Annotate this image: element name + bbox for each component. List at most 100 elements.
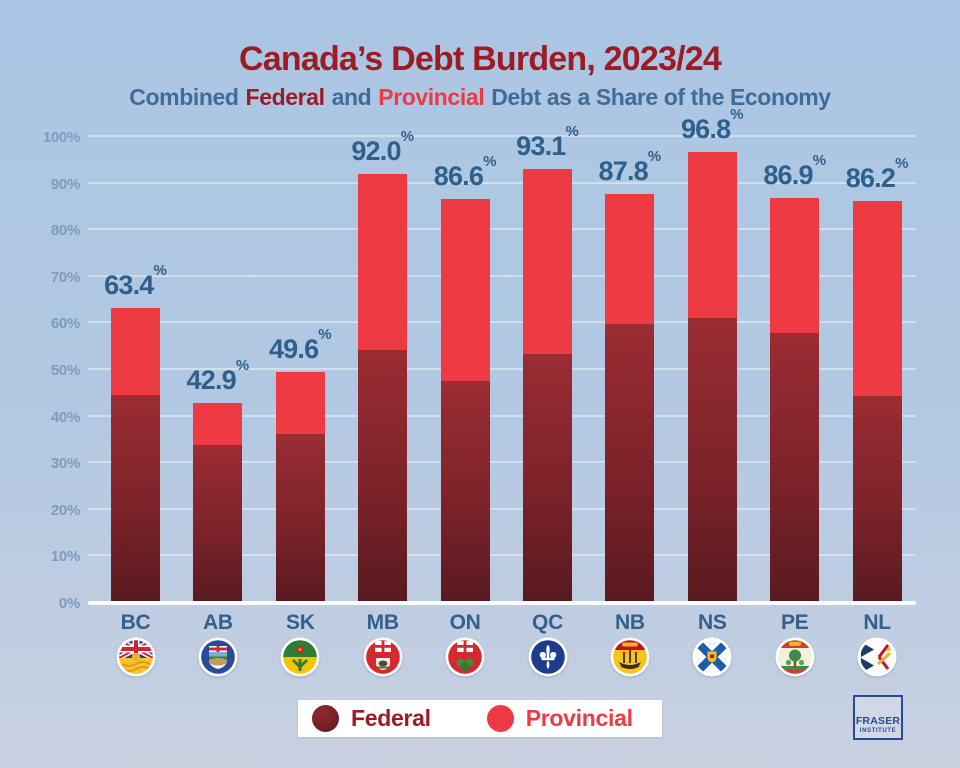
x-label-NL: NL	[863, 611, 891, 634]
chart-subtitle: Combined Federal and Provincial Debt as …	[0, 84, 960, 111]
bar-NL-provincial-segment	[852, 201, 902, 397]
bar-column-NL: 86.2% NL	[846, 137, 908, 677]
subtitle-combined: Combined	[129, 84, 239, 110]
x-label-PE: PE	[780, 611, 809, 634]
bar-column-PE: 86.9% PE	[763, 137, 826, 677]
y-tick-20%: 20%	[50, 501, 80, 519]
gridline-100%	[88, 135, 916, 137]
bar-MB-federal-segment	[358, 349, 408, 603]
x-label-QC: QC	[532, 611, 563, 634]
x-label-BC: BC	[120, 611, 151, 634]
bar-MB-provincial-segment	[358, 174, 408, 350]
y-tick-80%: 80%	[50, 222, 80, 240]
flag-sk-icon	[280, 637, 320, 677]
y-tick-90%: 90%	[50, 175, 80, 193]
bar-QC-federal-segment	[523, 353, 572, 603]
bar-column-QC: 93.1% QC	[516, 123, 579, 677]
flag-pe-icon	[775, 637, 815, 677]
value-label-BC: 63.4%	[104, 261, 167, 300]
flag-mb-icon	[363, 637, 403, 677]
bar-NS	[687, 151, 737, 603]
subtitle-federal: Federal	[245, 84, 325, 110]
legend: Federal Provincial	[298, 700, 662, 737]
y-tick-100%: 100%	[42, 129, 80, 146]
y-tick-0%: 0%	[58, 595, 80, 612]
flag-ab-icon	[198, 637, 238, 677]
value-label-NB: 87.8%	[598, 147, 662, 186]
value-label-AB: 42.9%	[186, 357, 250, 396]
gridline-90%	[88, 181, 916, 184]
subtitle-and: and	[331, 84, 372, 110]
bar-column-MB: 92.0% MB	[351, 128, 414, 677]
legend-provincial-label: Provincial	[525, 705, 633, 731]
bar-BC-federal-segment	[111, 394, 160, 603]
bar-NB	[605, 193, 655, 603]
bar-column-NS: 96.8% NS	[681, 106, 744, 677]
x-label-NB: NB	[615, 611, 645, 634]
bar-ON	[440, 199, 490, 603]
flag-bc-icon	[116, 637, 156, 677]
bar-PE-provincial-segment	[770, 198, 820, 333]
bar-column-AB: 42.9% AB	[187, 137, 249, 677]
value-label-ON: 86.6%	[433, 153, 497, 192]
gridline-40%	[88, 414, 916, 417]
flag-on-icon	[445, 637, 485, 677]
bar-AB	[193, 403, 243, 603]
bar-NL-federal-segment	[852, 396, 902, 603]
bar-ON-federal-segment	[440, 381, 490, 603]
value-label-PE: 86.9%	[763, 152, 827, 191]
bar-NB-provincial-segment	[605, 193, 655, 325]
y-tick-60%: 60%	[50, 315, 80, 333]
gridline-80%	[88, 228, 916, 231]
legend-federal-label: Federal	[351, 705, 431, 731]
bar-BC	[111, 307, 160, 603]
bar-SK-federal-segment	[275, 433, 325, 603]
gridline-30%	[88, 461, 916, 464]
x-label-MB: MB	[366, 611, 399, 634]
chart-plot: 0% 10% 20% 30% 40% 50% 60% 70% 80% 90% 100% 63.4% BC…	[43, 106, 916, 677]
bar-column-BC: 63.4% BC	[104, 137, 167, 677]
bar-PE	[770, 198, 820, 603]
value-label-SK: 49.6%	[268, 325, 332, 364]
flag-nl-icon	[857, 637, 897, 677]
gridline-10%	[88, 554, 916, 557]
fraser-institute-logo: FRASER INSTITUTE	[853, 695, 903, 740]
x-label-ON: ON	[449, 611, 481, 634]
flag-qc-icon	[528, 637, 568, 677]
legend-federal-swatch	[312, 705, 339, 732]
bar-column-ON: 86.6% ON	[434, 137, 496, 677]
bar-AB-federal-segment	[193, 445, 243, 603]
bar-QC-provincial-segment	[523, 169, 572, 354]
value-label-MB: 92.0%	[351, 128, 415, 167]
bar-NS-provincial-segment	[687, 151, 737, 318]
bar-AB-provincial-segment	[193, 403, 243, 446]
bar-NL	[852, 201, 902, 603]
gridline-60%	[88, 321, 916, 324]
value-label-QC: 93.1%	[516, 123, 579, 162]
subtitle-rest: Debt as a Share of the Economy	[491, 84, 831, 110]
x-label-NS: NS	[698, 611, 727, 634]
fraser-logo-line2: INSTITUTE	[859, 727, 897, 734]
gridline-70%	[88, 274, 916, 277]
x-axis-line	[88, 601, 916, 605]
y-tick-40%: 40%	[50, 408, 80, 426]
x-label-SK: SK	[286, 611, 315, 634]
bar-NB-federal-segment	[605, 324, 655, 603]
x-label-AB: AB	[203, 611, 233, 634]
bar-column-SK: 49.6% SK	[269, 137, 332, 677]
bar-ON-provincial-segment	[440, 199, 490, 382]
bar-column-NB: 87.8% NB	[599, 137, 661, 677]
bar-SK-provincial-segment	[275, 371, 325, 434]
fraser-logo-line1: FRASER	[855, 715, 901, 728]
y-tick-30%: 30%	[50, 455, 80, 473]
bar-MB	[358, 174, 408, 603]
value-label-NS: 96.8%	[680, 105, 744, 144]
flag-nb-icon	[610, 637, 650, 677]
chart-title: Canada’s Debt Burden, 2023/24	[239, 40, 722, 78]
gridline-50%	[88, 368, 916, 370]
bar-PE-federal-segment	[770, 332, 820, 603]
bar-NS-federal-segment	[687, 317, 737, 603]
y-tick-70%: 70%	[50, 268, 80, 286]
bar-QC	[523, 169, 572, 603]
